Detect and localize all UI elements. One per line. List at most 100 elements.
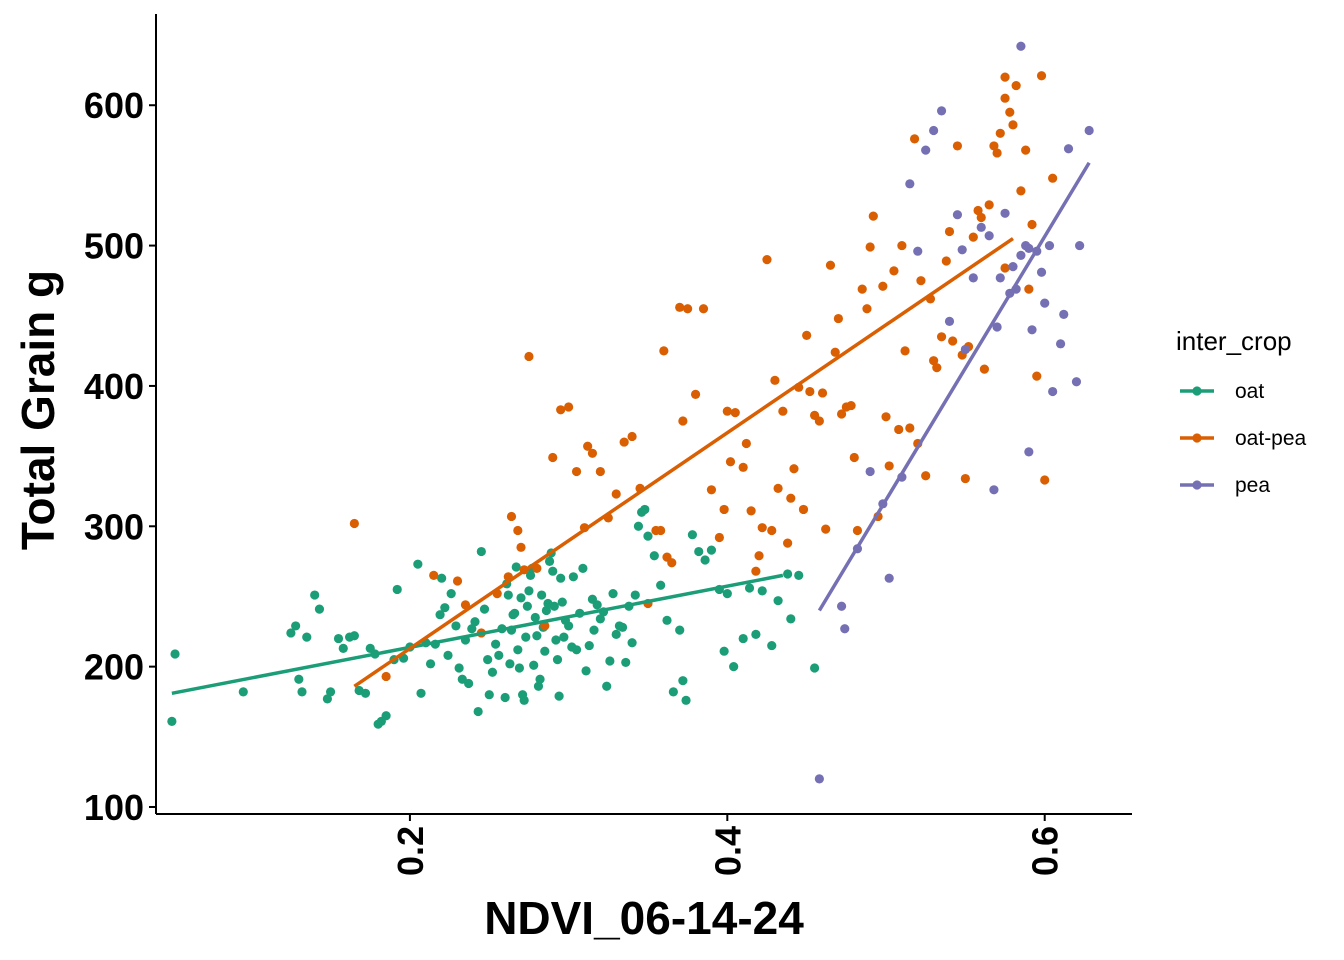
- y-tick-label: 100: [84, 787, 144, 828]
- data-point: [786, 493, 796, 503]
- data-point: [521, 632, 531, 642]
- data-point: [513, 645, 523, 655]
- data-point: [333, 633, 344, 644]
- data-point: [868, 211, 878, 221]
- data-point: [500, 692, 510, 703]
- data-point: [554, 691, 564, 701]
- data-point: [757, 586, 767, 596]
- data-point: [757, 523, 767, 533]
- data-point: [487, 667, 498, 677]
- data-point: [984, 231, 994, 241]
- data-point: [532, 631, 542, 641]
- data-point: [633, 521, 644, 531]
- data-point: [730, 407, 740, 418]
- data-point: [894, 424, 904, 435]
- data-point: [484, 690, 494, 700]
- data-point: [524, 351, 534, 362]
- data-point: [913, 246, 923, 256]
- legend-items: oat oat-pea pea: [1180, 380, 1307, 497]
- y-tick-label: 200: [84, 647, 144, 688]
- data-point: [738, 462, 748, 472]
- data-point: [814, 416, 824, 426]
- data-point: [884, 573, 894, 583]
- data-point: [297, 687, 307, 697]
- data-point: [578, 563, 588, 573]
- data-point: [541, 605, 552, 616]
- legend-label: oat: [1235, 380, 1264, 403]
- data-point: [767, 525, 777, 536]
- data-point: [889, 266, 899, 276]
- data-point: [435, 610, 445, 620]
- data-point: [944, 226, 955, 237]
- y-tick-label: 600: [84, 85, 144, 126]
- data-point: [751, 629, 761, 639]
- data-point: [767, 640, 777, 651]
- data-point: [416, 688, 426, 698]
- data-point: [909, 134, 920, 144]
- data-point: [905, 423, 915, 433]
- data-point: [238, 687, 248, 697]
- data-point: [627, 638, 637, 648]
- data-point: [754, 551, 764, 561]
- data-point: [537, 590, 547, 600]
- data-point: [1016, 41, 1026, 51]
- data-point: [878, 281, 888, 291]
- data-point: [783, 569, 793, 579]
- data-point: [1027, 219, 1037, 230]
- data-point: [1040, 298, 1050, 308]
- data-point: [833, 313, 844, 324]
- x-axis-title: NDVI_06-14-24: [484, 892, 804, 944]
- data-point: [1000, 208, 1010, 218]
- data-point: [1032, 371, 1042, 381]
- data-point: [540, 621, 550, 631]
- data-point: [1008, 120, 1018, 130]
- legend: inter_crop oat oat-pea pea: [1176, 326, 1307, 497]
- data-point: [530, 612, 540, 623]
- data-point: [798, 504, 809, 515]
- data-point: [952, 141, 963, 151]
- data-point: [678, 676, 688, 686]
- fit-line-oat-pea: [353, 237, 1014, 688]
- data-point: [687, 530, 698, 540]
- data-point: [1036, 267, 1047, 277]
- data-point: [881, 412, 891, 422]
- data-point: [437, 573, 447, 583]
- data-point: [683, 304, 693, 314]
- data-point: [1000, 93, 1010, 103]
- x-tick-label: 0.6: [1025, 826, 1066, 876]
- data-point: [789, 464, 799, 474]
- data-point: [473, 706, 483, 717]
- data-point: [1005, 107, 1015, 117]
- data-point: [506, 511, 517, 522]
- data-point: [968, 273, 978, 283]
- data-point: [714, 532, 724, 543]
- data-point: [941, 256, 951, 266]
- data-point: [1071, 377, 1082, 387]
- data-point: [611, 629, 621, 639]
- data-point: [1024, 243, 1034, 253]
- data-point: [973, 205, 983, 216]
- data-point: [929, 356, 939, 366]
- legend-item-pea: pea: [1180, 474, 1270, 497]
- data-point: [548, 452, 558, 463]
- data-point: [862, 304, 872, 314]
- data-point: [976, 222, 986, 232]
- data-point: [852, 525, 863, 536]
- data-point: [429, 570, 439, 581]
- data-point: [556, 405, 566, 415]
- legend-key-point: [1192, 386, 1202, 396]
- data-point: [1055, 339, 1066, 349]
- data-point: [741, 438, 751, 449]
- data-point: [921, 145, 931, 155]
- data-point: [630, 590, 640, 600]
- data-point: [592, 600, 602, 610]
- data-point: [571, 466, 582, 477]
- data-point: [413, 559, 423, 569]
- series-points: [167, 41, 1094, 784]
- data-point: [1024, 447, 1034, 457]
- data-point: [968, 232, 978, 242]
- data-point: [516, 593, 526, 603]
- data-point: [656, 580, 666, 590]
- data-point: [846, 400, 856, 411]
- data-point: [897, 240, 907, 251]
